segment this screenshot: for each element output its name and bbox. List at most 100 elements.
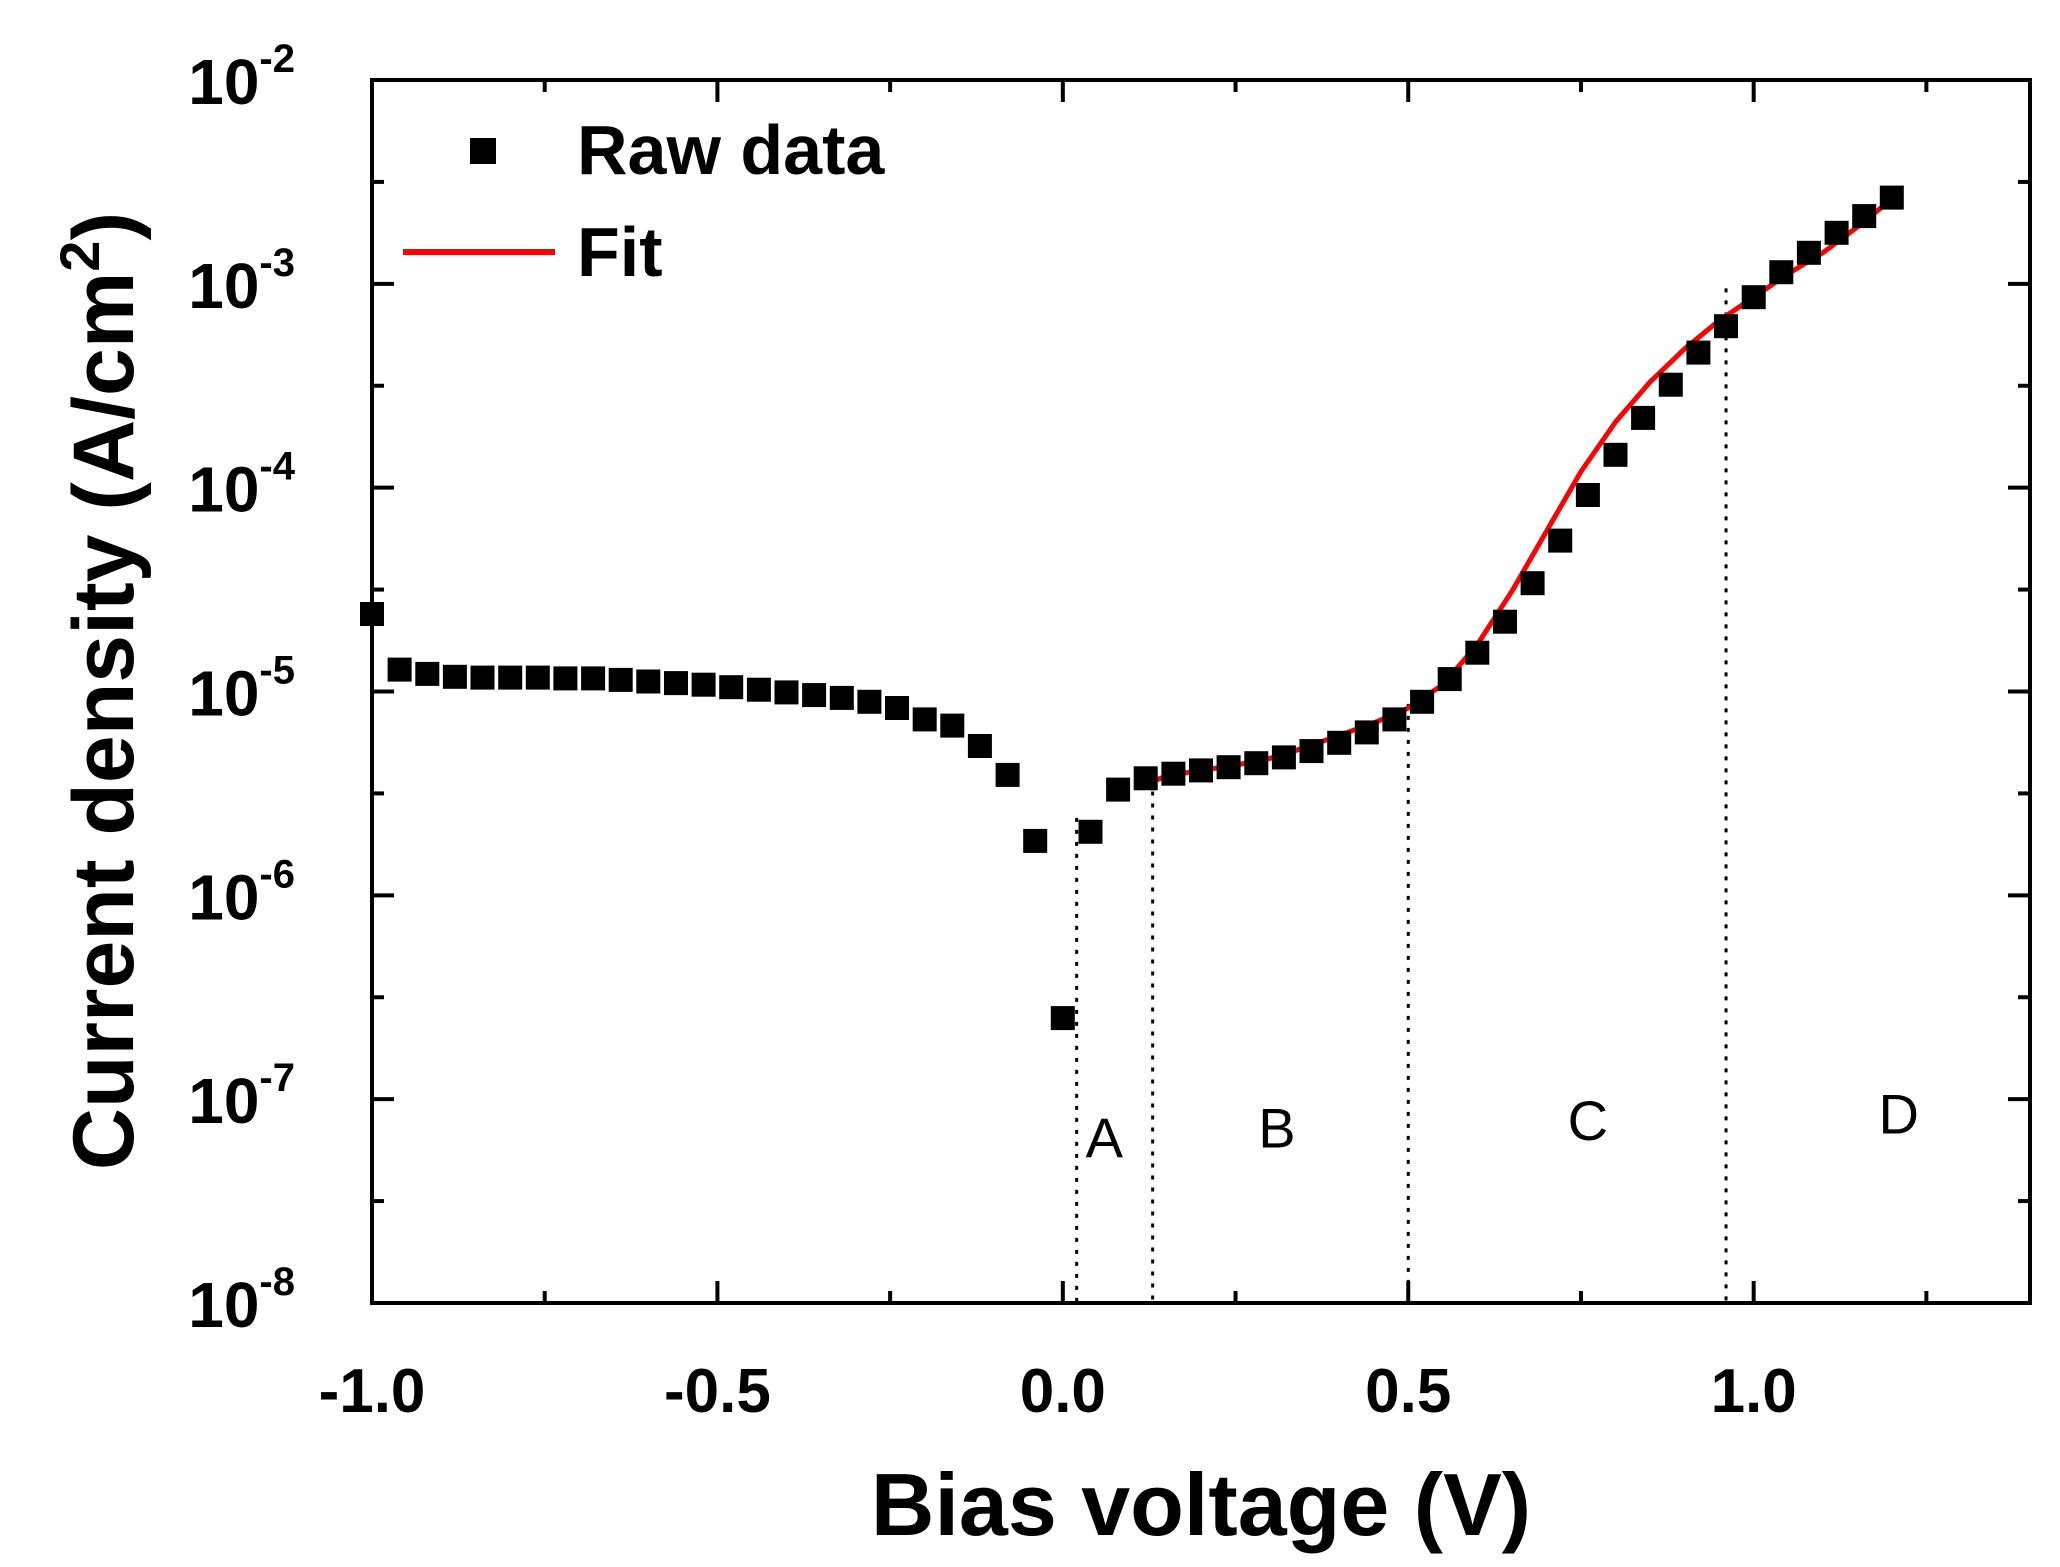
y-tick-label-base: 10	[188, 46, 259, 118]
raw-data-series	[360, 185, 1904, 1031]
raw-data-point	[1354, 720, 1379, 745]
raw-data-point	[415, 661, 440, 686]
raw-data-point	[1520, 571, 1545, 596]
y-axis-title: Current density (A/cm2)	[48, 212, 152, 1170]
x-axis-title: Bias voltage (V)	[871, 1455, 1531, 1554]
region-label-A: A	[1086, 1106, 1124, 1169]
raw-data-point	[691, 672, 716, 697]
legend-marker-raw-data	[470, 138, 496, 164]
y-tick-label-exponent: -7	[259, 1056, 295, 1100]
raw-data-point	[1852, 204, 1877, 229]
raw-data-point	[1050, 1006, 1075, 1031]
y-tick-label-base: 10	[188, 250, 259, 322]
raw-data-point	[1631, 405, 1656, 430]
raw-data-point	[912, 707, 937, 732]
raw-data-point	[1437, 667, 1462, 692]
raw-data-point	[1299, 739, 1324, 764]
y-tick-label: 10-5	[188, 649, 295, 730]
y-tick-label: 10-7	[188, 1056, 295, 1137]
region-labels: A B C D	[1086, 1082, 1919, 1169]
raw-data-point	[1796, 240, 1821, 265]
raw-data-point	[1493, 609, 1517, 634]
raw-data-point	[1575, 483, 1600, 507]
y-tick-label-exponent: -5	[259, 649, 295, 693]
fit-series	[1137, 197, 1894, 790]
y-axis-title-main: Current density (A/cm	[56, 272, 152, 1170]
raw-data-point	[719, 675, 744, 700]
raw-data-point	[1327, 730, 1352, 755]
raw-data-point	[1603, 442, 1628, 467]
legend-label-fit: Fit	[577, 213, 663, 291]
raw-data-point	[553, 666, 578, 691]
y-tick-label: 10-8	[188, 1260, 295, 1341]
raw-data-point	[857, 689, 882, 714]
y-tick-label: 10-4	[188, 445, 296, 526]
region-label-C: C	[1568, 1089, 1608, 1152]
raw-data-point	[885, 696, 909, 720]
y-tick-label-base: 10	[188, 454, 259, 526]
raw-data-point	[1244, 751, 1269, 776]
raw-data-point	[1769, 260, 1794, 285]
y-axis-title-sup: 2	[48, 241, 111, 272]
raw-data-point	[1078, 819, 1103, 844]
raw-data-point	[967, 734, 992, 758]
raw-data-point	[581, 666, 606, 691]
raw-data-point	[802, 683, 827, 708]
raw-data-point	[1879, 185, 1904, 210]
raw-data-point	[1686, 340, 1711, 365]
x-axis: -1.0 -0.5 0.0 0.5 1.0	[319, 80, 1929, 1426]
y-tick-label-base: 10	[188, 1065, 259, 1137]
y-tick-label-base: 10	[188, 861, 259, 933]
raw-data-point	[1548, 528, 1573, 553]
raw-data-point	[1658, 372, 1683, 397]
raw-data-point	[470, 665, 495, 690]
raw-data-point	[1161, 761, 1186, 786]
y-tick-label: 10-6	[188, 852, 295, 933]
raw-data-point	[1106, 777, 1131, 802]
raw-data-point	[1382, 707, 1407, 732]
y-axis: 10-810-710-610-510-410-310-2	[188, 37, 2030, 1341]
y-tick-label-base: 10	[188, 658, 259, 730]
y-tick-label-exponent: -6	[259, 852, 295, 896]
legend: Raw data Fit	[403, 111, 885, 291]
raw-data-point	[774, 680, 799, 705]
x-tick-label: 0.0	[1020, 1357, 1106, 1426]
y-tick-label: 10-2	[188, 37, 295, 118]
x-tick-label: 1.0	[1711, 1357, 1797, 1426]
x-tick-label: -1.0	[319, 1357, 426, 1426]
raw-data-point	[1824, 220, 1849, 245]
raw-data-point	[664, 671, 688, 696]
raw-data-point	[1271, 745, 1296, 770]
x-tick-label: 0.5	[1365, 1357, 1451, 1426]
raw-data-point	[1216, 755, 1241, 780]
raw-data-point	[525, 665, 550, 690]
raw-data-point	[636, 669, 661, 694]
raw-data-point	[608, 667, 633, 692]
raw-data-point	[387, 657, 412, 682]
raw-data-point	[1023, 828, 1048, 853]
y-tick-label: 10-3	[188, 241, 295, 322]
fit-line	[1137, 197, 1894, 790]
raw-data-point	[442, 664, 467, 689]
legend-label-raw-data: Raw data	[577, 111, 885, 189]
raw-data-point	[829, 685, 854, 710]
y-tick-label-exponent: -8	[259, 1260, 295, 1304]
raw-data-point	[1465, 640, 1490, 665]
raw-data-point	[1714, 314, 1738, 339]
raw-data-point	[940, 713, 965, 738]
raw-data-point	[498, 665, 523, 690]
y-tick-label-base: 10	[188, 1269, 259, 1341]
raw-data-point	[360, 602, 384, 626]
region-label-D: D	[1879, 1082, 1919, 1145]
region-dividers	[1075, 288, 1728, 1303]
y-tick-label-exponent: -2	[259, 37, 295, 81]
raw-data-point	[995, 762, 1020, 787]
y-axis-title-close: )	[56, 212, 152, 241]
raw-data-point	[1410, 689, 1435, 714]
raw-data-point	[1189, 758, 1213, 783]
y-tick-label-exponent: -3	[259, 241, 295, 285]
x-tick-label: -0.5	[664, 1357, 771, 1426]
raw-data-point	[1133, 766, 1158, 791]
raw-data-point	[746, 677, 771, 702]
